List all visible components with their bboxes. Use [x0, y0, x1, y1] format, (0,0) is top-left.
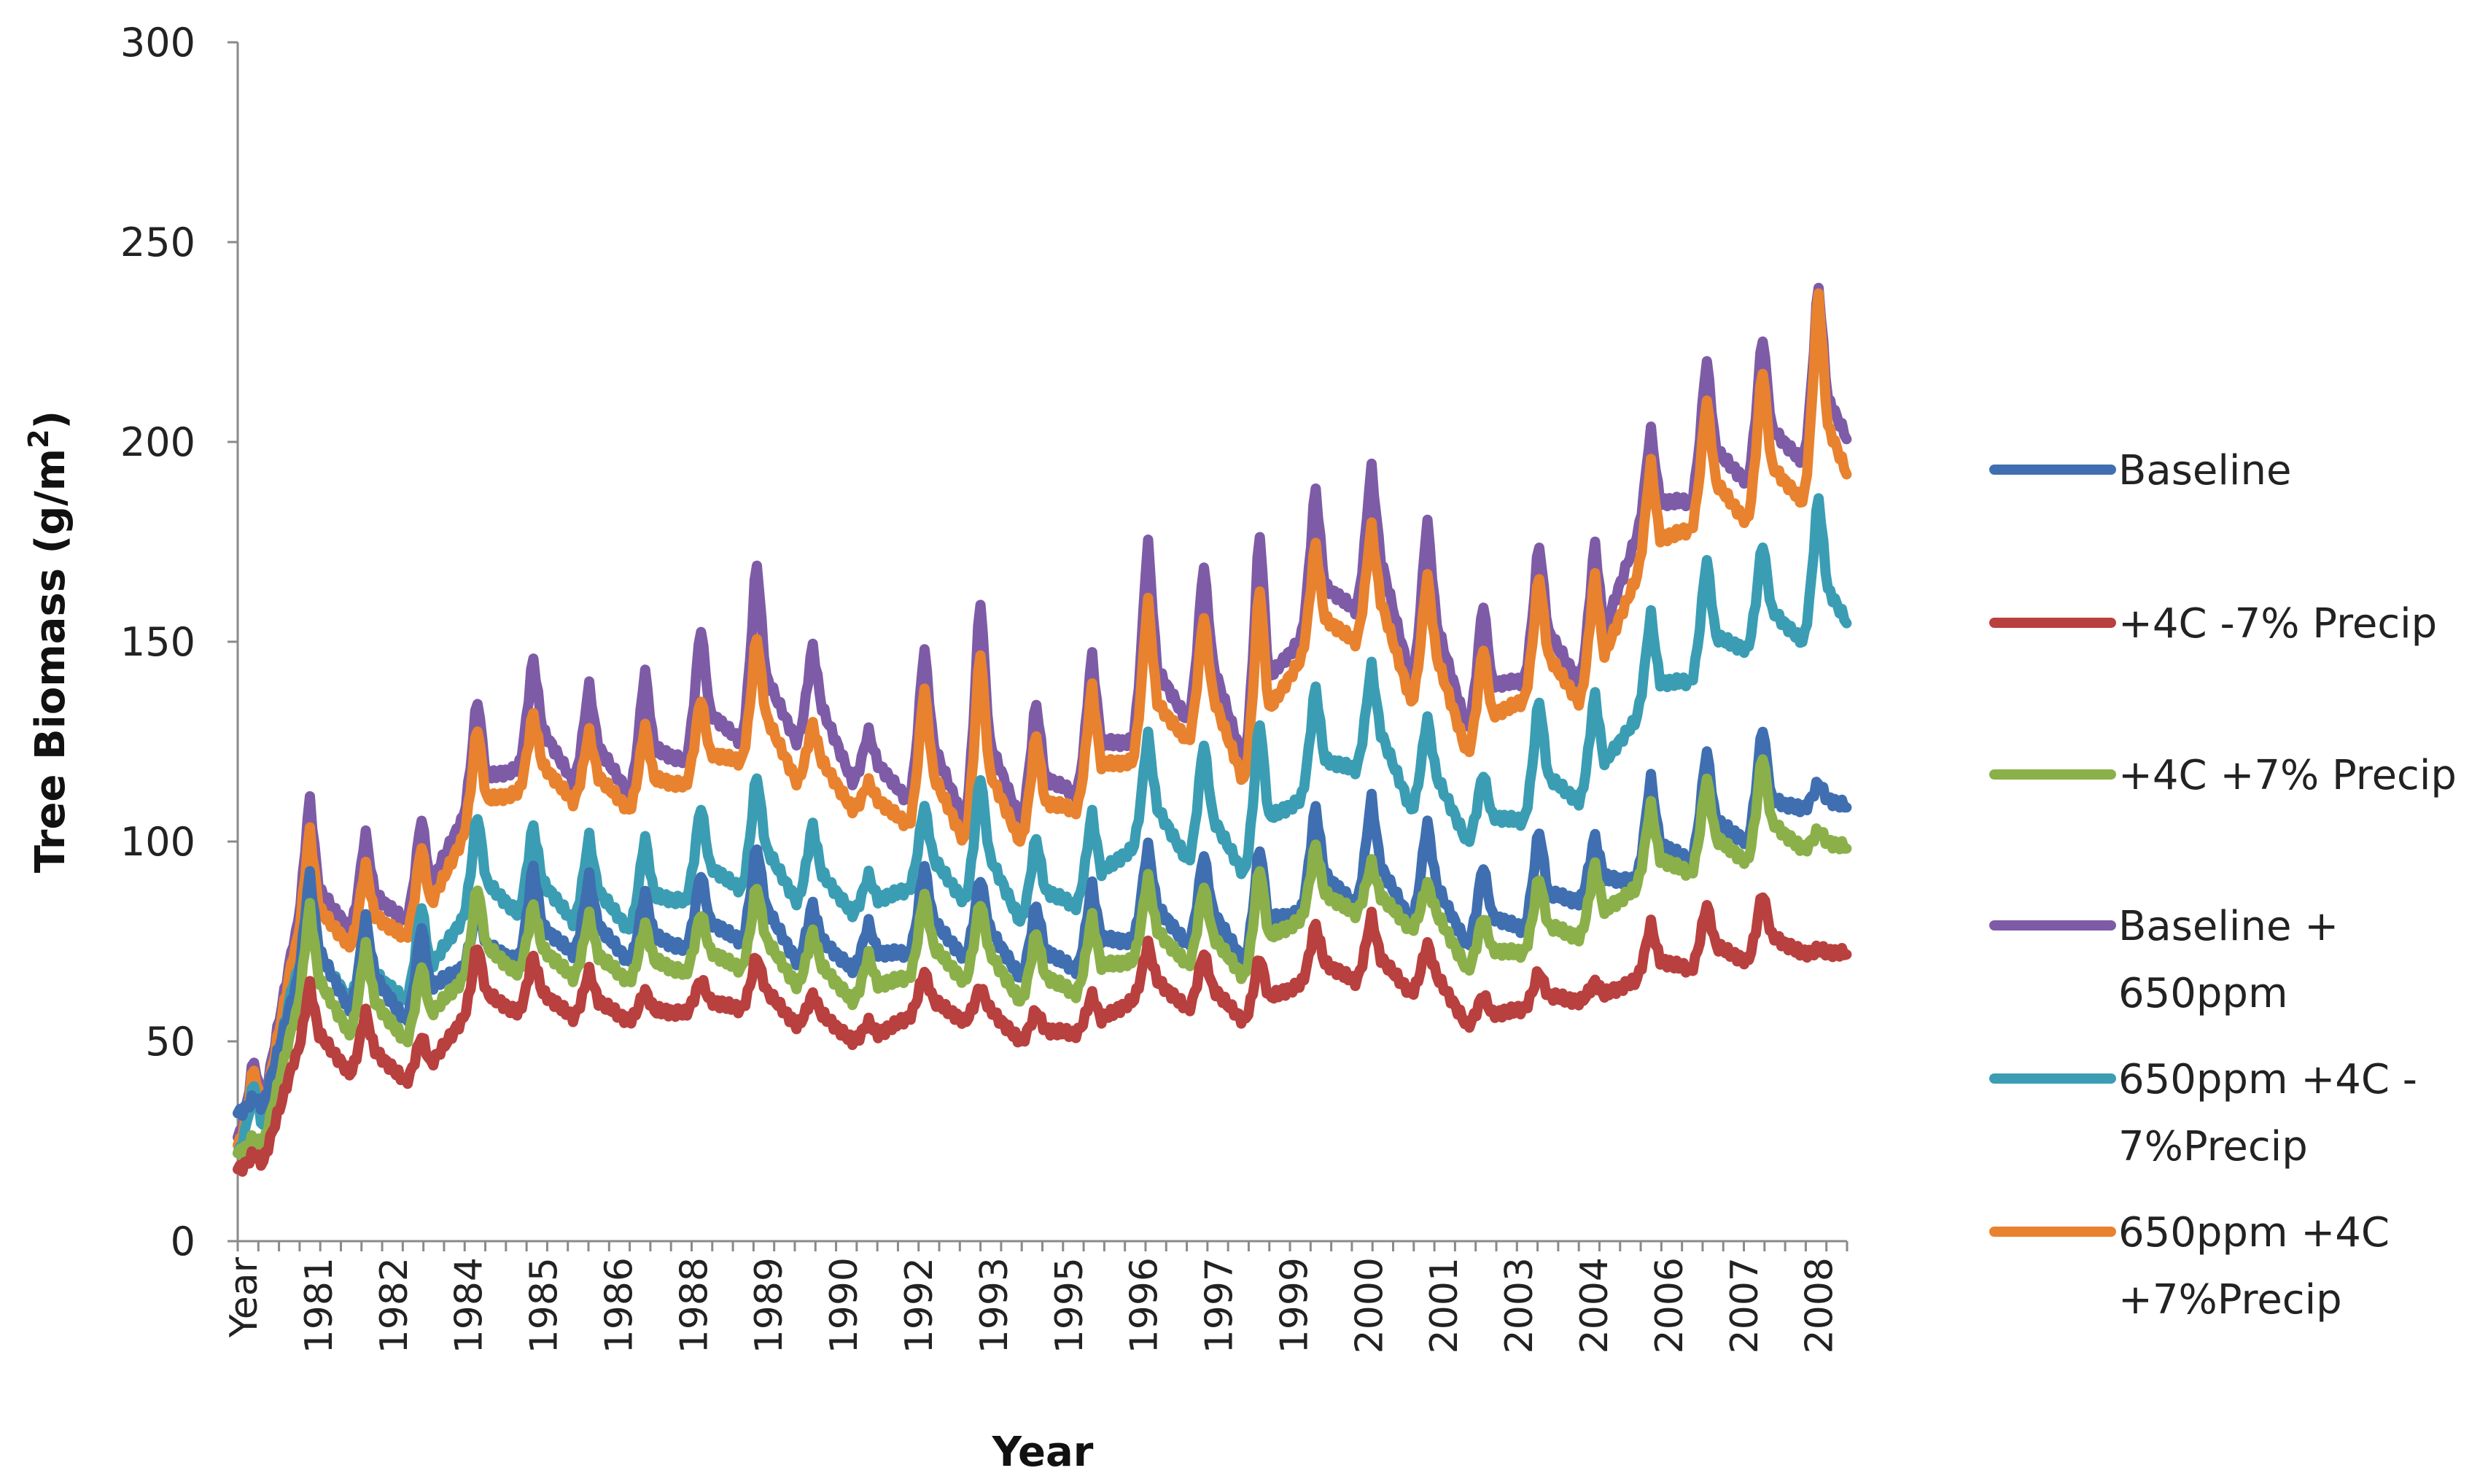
legend-label: +4C -7% Precip	[2118, 600, 2437, 648]
y-tick-label: 250	[120, 220, 195, 265]
x-tick-label: 1982	[373, 1257, 416, 1353]
series-line-1	[233, 892, 1852, 1177]
x-tick-label: 1992	[898, 1257, 941, 1353]
legend-label: +7%Precip	[2118, 1276, 2342, 1324]
x-axis-title: Year	[992, 1429, 1094, 1476]
legend-label: 650ppm +4C	[2118, 1209, 2390, 1256]
x-tick-label: 2000	[1348, 1257, 1391, 1353]
x-tick-label: 1981	[298, 1257, 341, 1353]
y-tick-label: 100	[120, 819, 195, 865]
x-tick-label: Year	[222, 1256, 266, 1338]
x-tick-label: 1988	[672, 1257, 716, 1353]
y-ticks: 0 50 100 150 200 250 300	[120, 20, 238, 1264]
legend-label: 650ppm	[2118, 970, 2288, 1017]
x-tick-label: 2004	[1573, 1257, 1617, 1353]
y-axis-title-sup: 2	[23, 429, 55, 448]
legend-label: 650ppm +4C -	[2118, 1056, 2417, 1103]
series-line-0	[233, 726, 1852, 1121]
y-tick-label: 200	[120, 419, 195, 465]
series-line-4	[233, 493, 1852, 1159]
legend-label: 7%Precip	[2118, 1123, 2308, 1170]
series-line-5	[233, 288, 1852, 1151]
legend: Baseline +4C -7% Precip +4C +7% Precip Base…	[1989, 447, 2457, 1324]
legend-label: +4C +7% Precip	[2118, 752, 2457, 799]
x-tick-label: 2001	[1423, 1257, 1466, 1353]
x-tick-label: 1993	[973, 1257, 1016, 1353]
x-tick-label: 1984	[448, 1257, 491, 1353]
x-tick-label: 2006	[1648, 1257, 1692, 1353]
series-group	[233, 282, 1852, 1177]
legend-label: Baseline +	[2118, 903, 2339, 950]
series-line-2	[233, 754, 1852, 1161]
x-tick-label: 1985	[523, 1257, 567, 1353]
y-axis-title: Tree Biomass (g/m2)	[23, 411, 74, 873]
x-tick-label: 1996	[1123, 1257, 1167, 1353]
y-tick-label: 300	[120, 20, 195, 66]
x-tick-label: 1989	[747, 1257, 791, 1353]
x-tick-label: 2007	[1723, 1257, 1767, 1353]
x-tick-label: 1995	[1048, 1257, 1092, 1353]
x-tick-label: 1986	[597, 1257, 641, 1353]
x-tick-label: 2003	[1498, 1257, 1542, 1353]
x-tick-label: 1999	[1272, 1257, 1316, 1353]
x-tick-label: 1997	[1198, 1257, 1242, 1353]
y-tick-label: 50	[145, 1019, 195, 1065]
y-tick-label: 0	[171, 1219, 195, 1264]
y-axis-title-main: Tree Biomass (g/m	[27, 448, 74, 873]
y-axis-title-close: )	[27, 411, 74, 430]
legend-label: Baseline	[2118, 447, 2291, 494]
x-ticks: Year 1981 1982 1984 1985 1986 1988 1989 1990 1992…	[222, 1241, 1848, 1353]
x-tick-label: 2008	[1798, 1257, 1842, 1353]
x-tick-label: 1990	[823, 1257, 866, 1353]
y-tick-label: 150	[120, 619, 195, 665]
